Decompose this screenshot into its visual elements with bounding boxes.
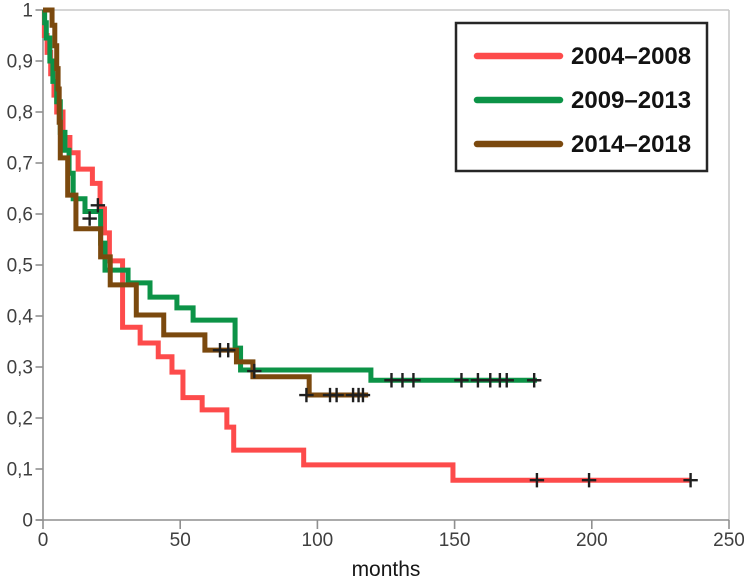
- y-tick-label: 0,9: [7, 52, 33, 73]
- censor-plus-icon: [529, 473, 545, 488]
- legend-item-2014-2018: 2014–2018: [473, 131, 691, 158]
- y-tick-label: 0,1: [7, 460, 33, 481]
- axis-tick-labels: 1 0,9 0,8 0,7 0,6 0,5 0,4 0,3 0,2 0,1 00 50 100 150 20…: [7, 1, 744, 552]
- y-tick-label: 0,6: [7, 205, 33, 226]
- curve-2004-2008: [41, 7, 691, 483]
- y-tick-label: 1: [22, 1, 33, 22]
- legend-item-2004-2008: 2004–2008: [473, 43, 691, 70]
- legend: 2004–2008 2009–2013 2014–2018: [454, 21, 709, 173]
- x-axis-title: months: [352, 558, 421, 581]
- y-tick-label: 0,7: [7, 154, 33, 175]
- curve-2014-2018: [43, 7, 369, 398]
- censor-plus-icon: [355, 387, 371, 403]
- censor-plus-icon: [581, 473, 597, 488]
- legend-label-2014-2018: 2014–2018: [571, 131, 691, 158]
- x-tick-label: 200: [576, 530, 608, 551]
- x-tick-label: 50: [170, 530, 191, 551]
- x-tick-label: 150: [439, 530, 471, 551]
- x-tick-label: 0: [38, 530, 49, 551]
- censor-plus-icon: [683, 473, 698, 488]
- censor-plus-icon: [526, 373, 542, 388]
- y-tick-label: 0,5: [7, 256, 33, 277]
- y-tick-label: 0,2: [7, 409, 33, 430]
- censor-plus-icon: [329, 387, 344, 403]
- y-tick-label: 0,8: [7, 103, 33, 124]
- legend-label-2009-2013: 2009–2013: [571, 87, 691, 114]
- censor-plus-icon: [299, 387, 314, 403]
- y-tick-label: 0,4: [7, 307, 34, 328]
- censor-plus-icon: [470, 373, 486, 388]
- censor-marks: [82, 198, 698, 488]
- censor-plus-icon: [82, 211, 97, 226]
- legend-label-2004-2008: 2004–2008: [571, 43, 691, 70]
- censor-plus-icon: [221, 342, 236, 358]
- censor-plus-icon: [90, 198, 106, 213]
- survival-curves: [41, 7, 691, 483]
- censor-plus-icon: [499, 373, 514, 388]
- x-tick-label: 100: [302, 530, 334, 551]
- censor-plus-icon: [406, 373, 421, 388]
- curve-2009-2013: [42, 7, 537, 383]
- censor-plus-icon: [247, 363, 262, 379]
- censor-plus-icon: [454, 373, 469, 388]
- axis-ticks: [35, 9, 730, 529]
- x-tick-label: 250: [713, 530, 744, 551]
- y-tick-label: 0: [22, 511, 33, 532]
- y-tick-label: 0,3: [7, 358, 33, 379]
- legend-item-2009-2013: 2009–2013: [473, 87, 691, 114]
